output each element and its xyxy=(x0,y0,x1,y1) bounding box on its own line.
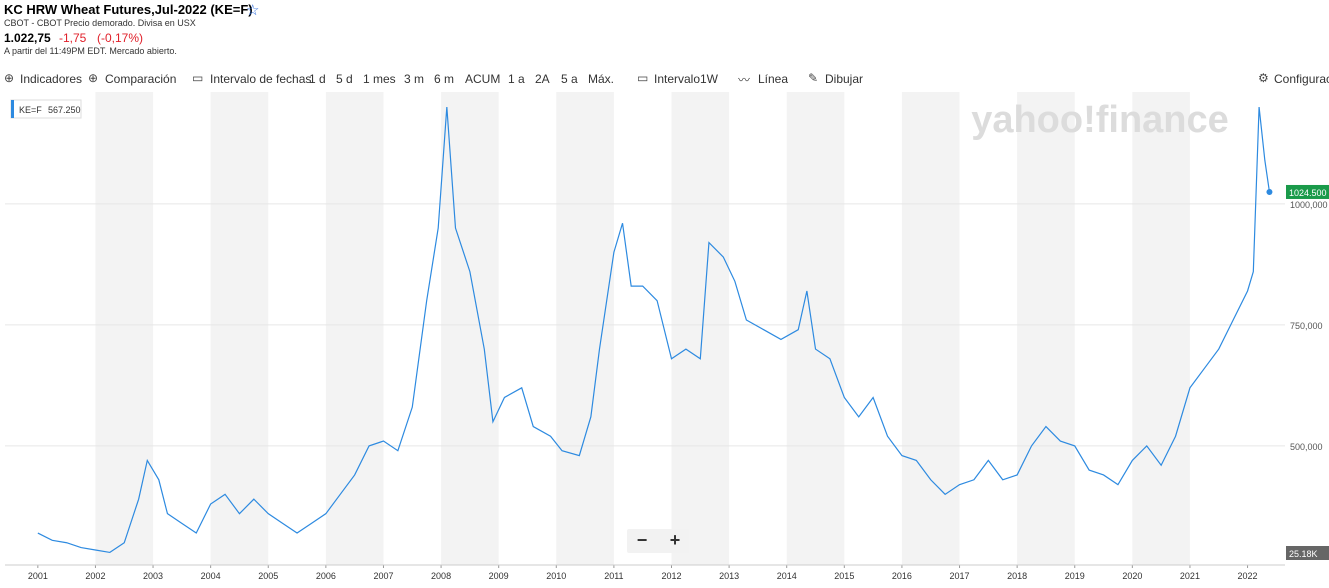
x-tick-label: 2019 xyxy=(1065,571,1085,581)
x-tick-label: 2016 xyxy=(892,571,912,581)
x-tick-label: 2014 xyxy=(777,571,797,581)
toolbar-button[interactable]: Configuración xyxy=(1274,72,1329,86)
price-tag xyxy=(1286,184,1329,199)
toolbar-button[interactable]: Dibujar xyxy=(825,72,864,86)
legend-swatch xyxy=(11,100,14,118)
subtitle: CBOT - CBOT Precio demorado. Divisa en U… xyxy=(4,18,196,28)
toolbar-button[interactable]: 1 d xyxy=(309,72,326,86)
x-tick-label: 2011 xyxy=(604,571,623,581)
change: -1,75 xyxy=(59,31,87,45)
toolbar-button[interactable]: Intervalo de fechas xyxy=(210,72,312,86)
toolbar-button[interactable]: 5 a xyxy=(561,72,578,86)
toolbar-icon: ▭ xyxy=(637,71,649,85)
price-line xyxy=(37,106,1271,554)
toolbar-icon: ⊕ xyxy=(88,71,99,85)
x-tick-label: 2003 xyxy=(143,571,163,581)
x-tick-label: 2005 xyxy=(258,571,278,581)
toolbar-button[interactable]: 6 m xyxy=(434,72,455,86)
year-band xyxy=(95,92,154,565)
toolbar-button[interactable]: 5 d xyxy=(336,72,353,86)
toolbar-button[interactable]: 1 a xyxy=(508,72,525,86)
year-band xyxy=(671,92,730,565)
volume-label: 25.18K xyxy=(1289,549,1318,559)
x-tick-label: 2018 xyxy=(1007,571,1027,581)
x-tick-label: 2002 xyxy=(85,571,105,581)
toolbar-icon: ⊕ xyxy=(4,71,15,85)
x-tick-label: 2001 xyxy=(28,571,48,581)
toolbar-button[interactable]: 3 m xyxy=(404,72,425,86)
x-tick-label: 2007 xyxy=(373,571,393,581)
year-band xyxy=(441,92,499,565)
title: KC HRW Wheat Futures,Jul-2022 (KE=F) xyxy=(4,2,253,17)
year-band xyxy=(210,92,269,565)
toolbar-button[interactable]: Intervalo xyxy=(654,72,701,86)
x-tick-label: 2021 xyxy=(1180,571,1200,581)
zoom-in[interactable]: + xyxy=(670,530,681,550)
toolbar-button[interactable]: 1W xyxy=(700,72,718,86)
x-tick-label: 2008 xyxy=(431,571,451,581)
toolbar-button[interactable]: 1 mes xyxy=(363,72,396,86)
year-band xyxy=(1017,92,1075,565)
toolbar-button[interactable]: 2A xyxy=(535,72,550,86)
x-tick-label: 2013 xyxy=(719,571,739,581)
x-tick-label: 2006 xyxy=(316,571,336,581)
x-tick-label: 2010 xyxy=(546,571,566,581)
toolbar-icon: 〰 xyxy=(738,73,751,87)
zoom-out[interactable]: − xyxy=(637,530,648,550)
toolbar-icon: ▭ xyxy=(192,71,204,85)
toolbar-button[interactable]: Comparación xyxy=(105,72,177,86)
legend-value: 567.250 xyxy=(48,105,81,115)
x-tick-label: 2020 xyxy=(1122,571,1142,581)
x-tick-label: 2004 xyxy=(201,571,221,581)
watermark: yahoo!finance xyxy=(971,99,1229,141)
year-band xyxy=(325,92,384,565)
price-tag-label: 1024.500 xyxy=(1289,188,1327,198)
last-point xyxy=(1266,188,1273,195)
toolbar-button[interactable]: Máx. xyxy=(588,72,615,86)
toolbar-button[interactable]: Indicadores xyxy=(20,72,83,86)
toolbar-icon: ✎ xyxy=(808,71,819,85)
x-tick-label: 2009 xyxy=(489,571,509,581)
year-band xyxy=(786,92,845,565)
year-band xyxy=(901,92,960,565)
x-tick-label: 2017 xyxy=(950,571,970,581)
toolbar-button[interactable]: ACUM xyxy=(465,72,501,86)
legend-name: KE=F xyxy=(19,105,42,115)
toolbar-icon: ⚙ xyxy=(1258,71,1269,85)
toolbar-button[interactable]: Línea xyxy=(758,72,789,86)
y-tick-label: 750,000 xyxy=(1290,321,1323,331)
chart: yahoo!finance 500,000 750,000 1000,000 2001 2… xyxy=(5,92,1329,581)
volume-tag xyxy=(1286,546,1329,560)
timestamp: A partir del 11:49PM EDT. Mercado abiert… xyxy=(4,46,177,56)
y-tick-label: 1000,000 xyxy=(1290,200,1328,210)
price: 1.022,75 xyxy=(4,31,51,45)
x-tick-label: 2015 xyxy=(834,571,854,581)
zoom-controls xyxy=(627,529,689,553)
year-band xyxy=(1132,92,1190,565)
star-icon[interactable]: ☆ xyxy=(246,2,260,19)
x-tick-label: 2022 xyxy=(1238,571,1258,581)
y-tick-label: 500,000 xyxy=(1290,442,1323,452)
change-percent: (-0,17%) xyxy=(97,31,144,45)
x-tick-label: 2012 xyxy=(661,571,681,581)
year-band xyxy=(556,92,614,565)
